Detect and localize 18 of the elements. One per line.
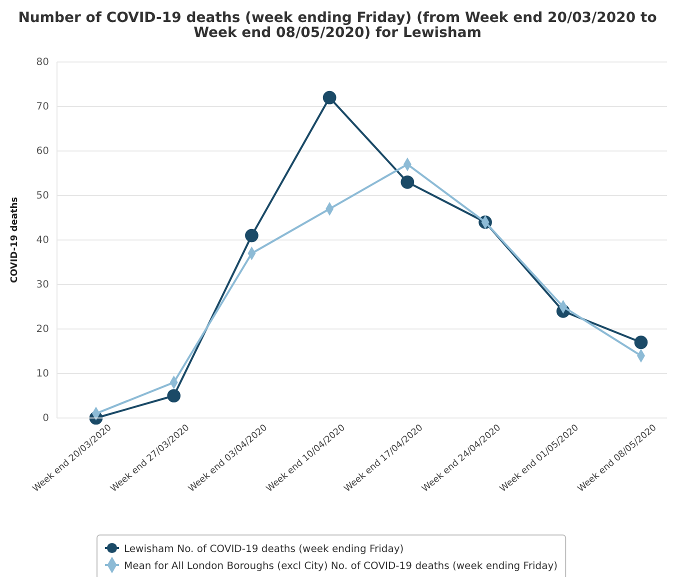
y-tick-label: 20: [36, 324, 49, 336]
y-tick-label: 30: [36, 280, 49, 291]
y-tick-label: 10: [36, 368, 49, 380]
y-tick-label: 80: [36, 57, 49, 68]
chart-title: Number of COVID-19 deaths (week ending Friday) (from Week end 20/03/2020 to Week end 08/05/2020) for Lewisham: [18, 10, 658, 41]
y-tick-label: 60: [36, 146, 49, 158]
y-tick-label: 70: [36, 102, 49, 113]
point: [322, 90, 336, 104]
y-tick-label: 50: [36, 190, 49, 202]
y-tick-label: 0: [42, 413, 49, 424]
y-axis-title: COVID-19 deaths: [10, 196, 20, 284]
legend-label: Mean for All London Boroughs (excl City) No. of COVID-19 deaths (week ending Friday): [124, 561, 558, 572]
point: [400, 175, 414, 189]
point: [167, 389, 181, 402]
legend-label: Lewisham No. of COVID-19 deaths (week ending Friday): [124, 544, 404, 555]
point: [245, 228, 258, 242]
y-tick-label: 40: [36, 235, 49, 246]
point: [634, 336, 648, 350]
